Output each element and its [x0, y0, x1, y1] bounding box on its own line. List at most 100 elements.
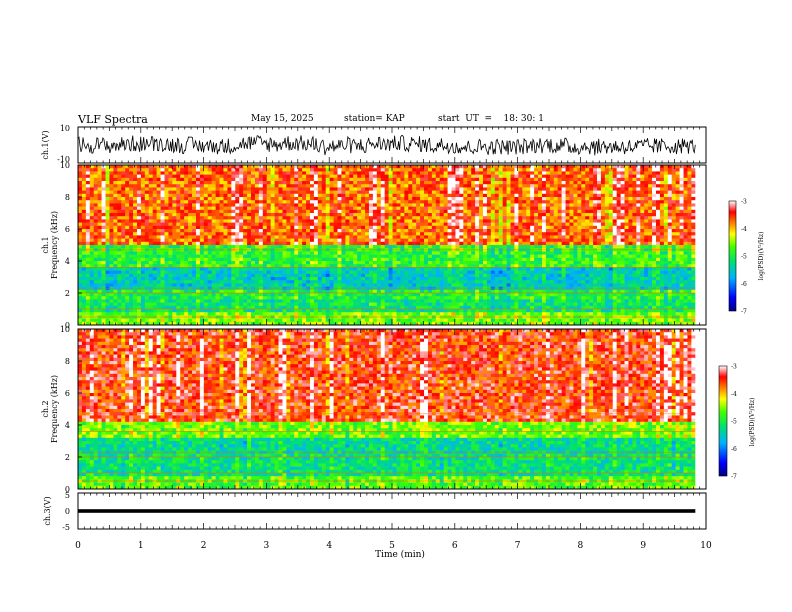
spectrogram-cell: [184, 171, 189, 175]
spectrogram-cell: [435, 302, 441, 307]
spectrogram-cell: [78, 219, 83, 223]
spectrogram-cell: [325, 293, 330, 297]
spectrogram-cell: [294, 184, 299, 188]
spectrogram-cell: [270, 267, 275, 271]
spectrogram-cell: [152, 241, 157, 246]
spectrogram-cell: [219, 222, 224, 227]
spectrogram-cell: [380, 318, 385, 323]
spectrogram-cell: [231, 190, 236, 195]
spectrogram-cell: [199, 280, 205, 284]
spectrogram-cell: [140, 318, 146, 323]
spectrogram-cell: [392, 206, 397, 211]
spectrogram-cell: [368, 293, 374, 297]
spectrogram-cell: [396, 190, 401, 195]
spectrogram-cell: [427, 241, 433, 246]
spectrogram-cell: [365, 174, 370, 179]
spectrogram-cell: [235, 321, 240, 326]
spectrogram-cell: [192, 222, 197, 227]
spectrogram-cell: [148, 235, 154, 239]
spectrogram-cell: [235, 241, 240, 246]
spectrogram-cell: [337, 203, 342, 207]
spectrogram-cell: [93, 312, 98, 316]
spectrogram-cell: [231, 216, 236, 220]
spectrogram-cell: [337, 193, 342, 198]
spectrogram-cell: [439, 165, 444, 169]
spectrogram-cell: [125, 190, 130, 195]
spectrogram-cell: [306, 289, 311, 294]
spectrogram-cell: [239, 277, 244, 281]
spectrogram-cell: [313, 177, 319, 182]
spectrogram-cell: [266, 264, 271, 268]
spectrogram-cell: [203, 264, 209, 268]
spectrogram-cell: [251, 209, 256, 214]
spectrogram-cell: [317, 305, 323, 310]
spectrogram-cell: [140, 190, 146, 195]
spectrogram-cell: [89, 219, 95, 223]
spectrogram-cell: [427, 257, 433, 262]
spectrogram-cell: [408, 181, 413, 185]
spectrogram-cell: [349, 296, 354, 300]
spectrogram-cell: [290, 206, 295, 211]
spectrogram-cell: [282, 251, 287, 255]
spectrogram-cell: [125, 264, 130, 268]
spectrogram-cell: [376, 321, 382, 326]
spectrogram-cell: [109, 305, 114, 310]
spectrogram-cell: [101, 184, 106, 188]
spectrogram-cell: [274, 213, 279, 217]
spectrogram-cell: [160, 261, 165, 265]
spectrogram-cell: [105, 299, 110, 303]
spectrogram-cell: [424, 213, 429, 217]
spectrogram-cell: [329, 193, 334, 198]
spectrogram-cell: [357, 261, 362, 265]
spectrogram-cell: [109, 168, 114, 172]
spectrogram-cell: [215, 309, 220, 313]
spectrogram-cell: [168, 267, 173, 271]
spectrogram-cell: [349, 309, 354, 313]
spectrogram-cell: [243, 225, 248, 230]
spectrogram-cell: [353, 277, 358, 281]
spectrogram-cell: [231, 257, 236, 262]
spectrogram-cell: [219, 321, 224, 326]
spectrogram-cell: [101, 293, 106, 297]
spectrogram-cell: [392, 305, 397, 310]
spectrogram-cell: [239, 222, 244, 227]
spectrogram-cell: [274, 206, 279, 211]
spectrogram-cell: [388, 171, 393, 175]
spectrogram-cell: [404, 222, 409, 227]
spectrogram-cell: [243, 321, 248, 326]
spectrogram-cell: [140, 235, 146, 239]
spectrogram-cell: [188, 267, 193, 271]
spectrogram-cell: [420, 270, 425, 275]
spectrogram-cell: [176, 200, 181, 204]
spectrogram-cell: [195, 321, 201, 326]
spectrogram-cell: [361, 245, 366, 249]
spectrogram-cell: [199, 251, 205, 255]
spectrogram-cell: [148, 283, 154, 287]
spectrogram-cell: [361, 222, 366, 227]
spectrogram-cell: [416, 222, 421, 227]
spectrogram-cell: [176, 245, 181, 249]
spectrogram-cell: [156, 181, 161, 185]
spectrogram-cell: [121, 177, 126, 182]
spectrogram-cell: [333, 251, 338, 255]
spectrogram-cell: [424, 216, 429, 220]
spectrogram-cell: [266, 261, 271, 265]
spectrogram-cell: [384, 261, 389, 265]
spectrogram-cell: [113, 280, 118, 284]
spectrogram-cell: [380, 193, 385, 198]
spectrogram-cell: [372, 299, 378, 303]
spectrogram-cell: [168, 197, 173, 201]
spectrogram-cell: [89, 206, 95, 211]
spectrogram-cell: [443, 264, 448, 268]
spectrogram-cell: [133, 168, 138, 172]
spectrogram-cell: [89, 216, 95, 220]
spectrogram-cell: [125, 229, 130, 233]
spectrogram-cell: [239, 213, 244, 217]
spectrogram-cell: [199, 184, 205, 188]
spectrogram-cell: [278, 190, 283, 195]
spectrogram-cell: [294, 168, 299, 172]
spectrogram-cell: [262, 216, 268, 220]
spectrogram-cell: [270, 238, 275, 243]
spectrogram-cell: [219, 241, 224, 246]
